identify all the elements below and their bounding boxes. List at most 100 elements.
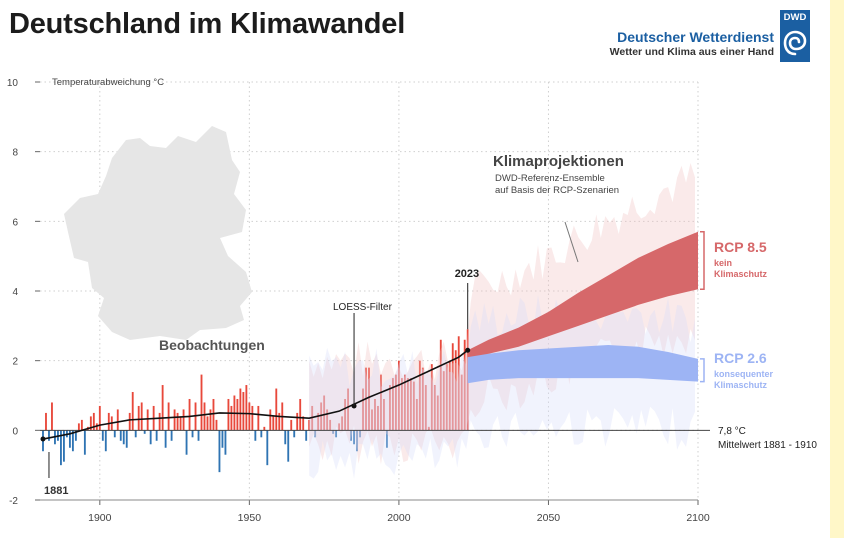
chart-labels: Beobachtungen LOESS-Filter 2023 1881 Klimapr… xyxy=(44,153,817,497)
observation-bar xyxy=(338,423,341,431)
rcp85-label: RCP 8.5 xyxy=(714,239,767,255)
y-tick-label: 6 xyxy=(12,217,18,228)
observation-bar xyxy=(128,412,131,431)
swirl-icon xyxy=(783,30,807,56)
observation-bar xyxy=(51,402,53,431)
observation-bar xyxy=(83,430,86,455)
dwd-logo: DWD xyxy=(780,10,810,62)
observation-bar xyxy=(104,430,107,452)
observation-bar xyxy=(451,343,454,431)
observation-bar xyxy=(206,416,209,431)
projection-sub-2: auf Basis der RCP-Szenarien xyxy=(495,185,619,196)
year-start-label: 1881 xyxy=(44,485,68,497)
observation-bar xyxy=(400,378,403,431)
observation-bar xyxy=(164,430,167,448)
observation-bar xyxy=(278,412,281,431)
brand-name: Deutscher Wetterdienst xyxy=(617,29,774,45)
observation-bar xyxy=(257,405,260,431)
x-tick-label: 2050 xyxy=(537,512,561,524)
observation-bar xyxy=(215,419,218,431)
observation-bar xyxy=(170,430,173,441)
rcp85-sub-1: kein xyxy=(714,258,732,268)
observation-bar xyxy=(368,367,370,431)
observation-bar xyxy=(403,374,406,431)
observation-bar xyxy=(167,402,170,431)
loess-line xyxy=(42,349,469,440)
observation-bar xyxy=(287,430,290,462)
loess-curve xyxy=(40,347,471,442)
observation-bar xyxy=(74,430,77,441)
observation-bar xyxy=(430,364,433,431)
rcp26-uncertainty xyxy=(309,294,696,479)
observation-bar xyxy=(457,336,460,431)
projection-leader xyxy=(564,221,579,263)
observation-bar xyxy=(158,412,161,431)
x-tick-label: 1950 xyxy=(238,512,262,524)
observation-bar xyxy=(335,430,338,438)
observation-bar xyxy=(98,405,101,431)
observation-bar xyxy=(394,374,397,431)
observation-bar xyxy=(329,419,332,431)
observation-bar xyxy=(374,398,376,431)
observation-bar xyxy=(389,385,391,431)
observation-bar xyxy=(296,412,299,431)
observation-bar xyxy=(380,374,382,431)
observation-bar xyxy=(433,385,436,431)
observation-bar xyxy=(386,430,388,448)
baseline-label: Mittelwert 1881 - 1910 xyxy=(718,440,817,451)
observation-bar xyxy=(305,430,308,441)
observation-bar xyxy=(392,378,394,431)
observation-bar xyxy=(113,430,116,438)
observation-bar xyxy=(332,430,335,434)
observation-bar xyxy=(209,409,212,431)
observation-bar xyxy=(299,398,302,431)
observation-bar xyxy=(161,385,164,431)
observation-bar xyxy=(125,430,128,448)
observation-bar xyxy=(269,409,272,431)
observation-bar xyxy=(179,416,182,431)
observation-bar xyxy=(224,430,227,455)
observation-bar xyxy=(200,374,203,431)
y-tick-label: 8 xyxy=(12,148,18,159)
observation-bar xyxy=(275,388,278,431)
observation-bar xyxy=(191,430,194,438)
observation-bar xyxy=(418,360,421,431)
observation-bar xyxy=(353,430,355,445)
observation-bar xyxy=(383,398,385,431)
observation-bar xyxy=(80,419,83,431)
observation-bar xyxy=(409,378,412,431)
observation-bar xyxy=(347,388,349,431)
observation-bar xyxy=(326,409,329,431)
observation-bar xyxy=(317,412,320,431)
observation-bar xyxy=(230,405,233,431)
observation-bar xyxy=(173,409,176,431)
observation-bar xyxy=(122,430,125,445)
loess-label: LOESS-Filter xyxy=(333,302,393,313)
observation-bar xyxy=(350,430,352,441)
rcp26-sub-2: Klimaschutz xyxy=(714,380,768,390)
y-tick-label: 10 xyxy=(7,78,19,89)
observation-bar xyxy=(412,381,415,431)
rcp26-band xyxy=(467,344,698,384)
projection-sub-1: DWD-Referenz-Ensemble xyxy=(495,173,605,184)
observation-bar xyxy=(176,412,179,431)
observation-bar xyxy=(248,402,251,431)
logo-text: DWD xyxy=(783,12,807,23)
observation-bar xyxy=(251,405,254,431)
rcp26-sub-1: konsequenter xyxy=(714,369,774,379)
scenario-bands xyxy=(309,162,698,479)
projection-title: Klimaprojektionen xyxy=(493,153,624,170)
observation-bar xyxy=(92,412,95,431)
observation-bar xyxy=(427,426,430,431)
observation-bar xyxy=(119,430,122,441)
observation-bar xyxy=(185,430,188,455)
observation-bar xyxy=(188,398,191,431)
observation-bar xyxy=(362,388,364,431)
observation-bar xyxy=(323,395,326,431)
year-end-label: 2023 xyxy=(455,268,479,280)
loess-start-dot xyxy=(40,436,46,442)
observation-bar xyxy=(371,409,373,431)
observation-bar xyxy=(245,385,248,431)
observation-bar xyxy=(143,430,146,434)
